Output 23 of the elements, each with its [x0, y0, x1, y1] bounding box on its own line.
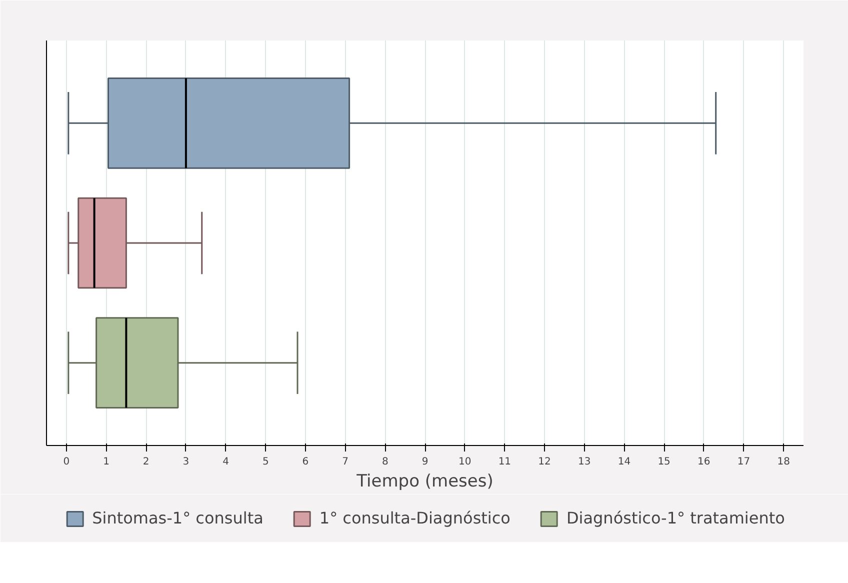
x-tick-label: 2 [142, 456, 150, 468]
x-tick-label: 6 [302, 456, 309, 468]
x-tick-label: 10 [458, 456, 472, 468]
x-tick-label: 7 [342, 456, 349, 468]
x-tick-label: 3 [182, 456, 190, 468]
legend-label: 1° consulta-Diagnóstico [319, 508, 510, 528]
legend-label: Diagnóstico-1° tratamiento [566, 508, 785, 528]
x-tick-label: 14 [618, 456, 631, 468]
x-tick-label: 16 [698, 456, 710, 468]
x-tick-label: 1 [103, 456, 110, 468]
x-tick-label: 9 [422, 456, 428, 468]
x-tick-label: 13 [578, 456, 591, 468]
legend-label: Sintomas-1° consulta [92, 508, 264, 528]
x-tick-label: 17 [737, 456, 750, 468]
x-tick-label: 5 [262, 456, 269, 468]
x-axis-title: Tiempo (meses) [356, 472, 494, 492]
x-tick-label: 11 [498, 456, 512, 468]
x-tick-label: 4 [222, 456, 229, 468]
x-tick-label: 12 [538, 456, 551, 468]
x-tick-label: 8 [382, 456, 388, 468]
x-tick-label: 18 [777, 456, 790, 468]
x-tick-label: 15 [658, 456, 670, 468]
x-tick-label: 0 [63, 456, 70, 468]
